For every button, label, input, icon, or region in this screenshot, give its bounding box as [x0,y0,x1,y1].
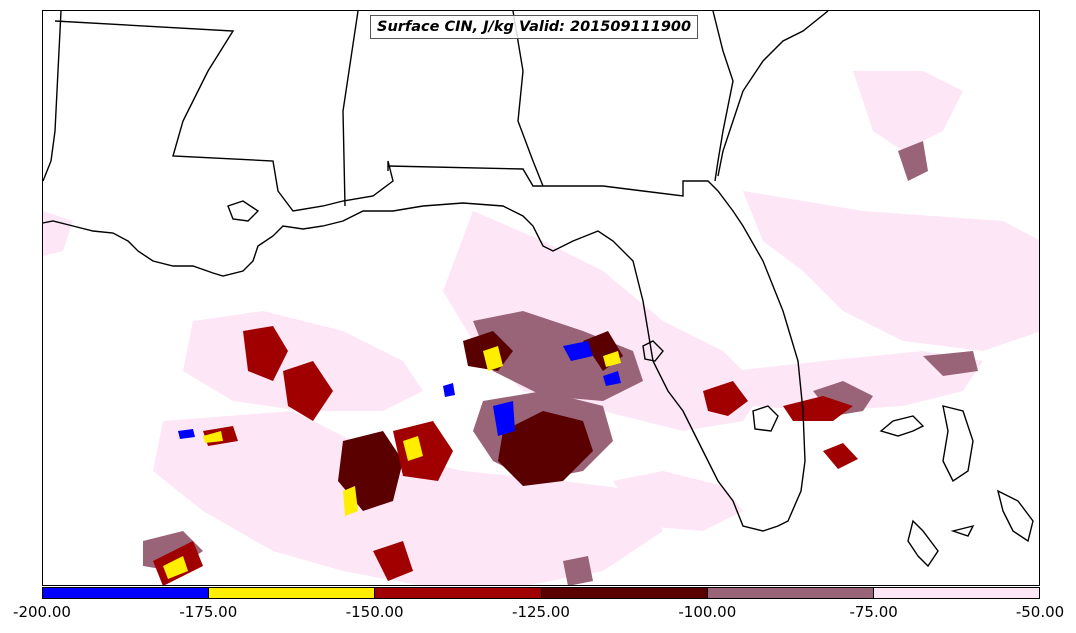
cin-map [43,11,1039,585]
colorbar-segment [43,588,210,598]
colorbar-segment [375,588,542,598]
colorbar-tick-label: -125.00 [512,603,570,621]
cin-field-red [153,326,858,585]
colorbar [42,587,1040,599]
colorbar-tick-label: -50.00 [1015,603,1065,621]
map-panel [42,10,1040,586]
colorbar-segment [873,588,1040,598]
colorbar-tick-label: -200.00 [13,603,71,621]
colorbar-tick-label: -150.00 [345,603,404,621]
colorbar-tick-label: -100.00 [678,603,737,621]
colorbar-segment [209,588,376,598]
cin-field-darkred [338,331,623,511]
map-title: Surface CIN, J/kg Valid: 201509111900 [370,15,699,39]
colorbar-tick-label: -175.00 [179,603,238,621]
colorbar-tick-label: -75.00 [849,603,898,621]
colorbar-segment [541,588,708,598]
cin-field-yellow [163,346,621,579]
coastline-and-borders [43,11,1034,568]
cin-field-blue [178,341,621,439]
colorbar-segment [707,588,874,598]
